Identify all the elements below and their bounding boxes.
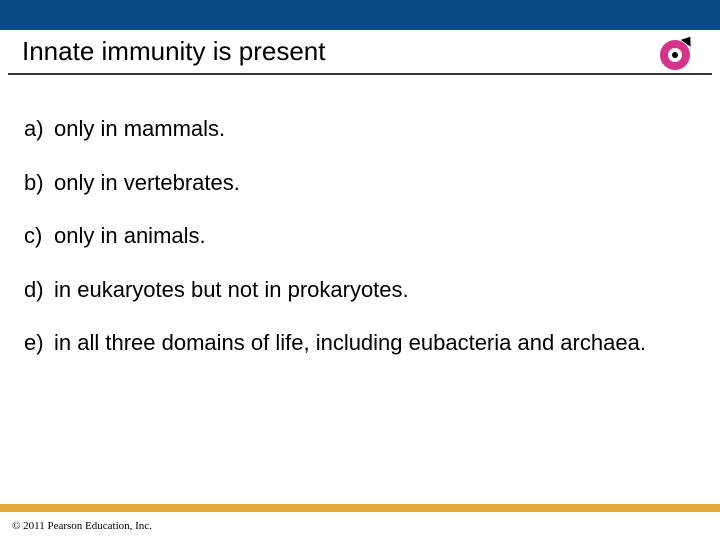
list-item: b) only in vertebrates. bbox=[24, 169, 696, 197]
option-marker: c) bbox=[24, 222, 54, 250]
copyright-text: © 2011 Pearson Education, Inc. bbox=[12, 520, 152, 532]
title-area: Innate immunity is present bbox=[8, 30, 712, 75]
list-item: a) only in mammals. bbox=[24, 115, 696, 143]
option-text: in eukaryotes but not in prokaryotes. bbox=[54, 276, 696, 304]
list-item: e) in all three domains of life, includi… bbox=[24, 329, 696, 357]
option-marker: b) bbox=[24, 169, 54, 197]
footer-bar bbox=[0, 504, 720, 512]
option-text: only in vertebrates. bbox=[54, 169, 696, 197]
list-item: c) only in animals. bbox=[24, 222, 696, 250]
brand-logo-icon bbox=[658, 38, 692, 72]
option-text: in all three domains of life, including … bbox=[54, 329, 696, 357]
slide-title: Innate immunity is present bbox=[22, 36, 325, 73]
option-marker: a) bbox=[24, 115, 54, 143]
option-marker: d) bbox=[24, 276, 54, 304]
list-item: d) in eukaryotes but not in prokaryotes. bbox=[24, 276, 696, 304]
top-bar bbox=[0, 0, 720, 30]
option-marker: e) bbox=[24, 329, 54, 357]
options-list: a) only in mammals. b) only in vertebrat… bbox=[0, 75, 720, 357]
option-text: only in mammals. bbox=[54, 115, 696, 143]
option-text: only in animals. bbox=[54, 222, 696, 250]
